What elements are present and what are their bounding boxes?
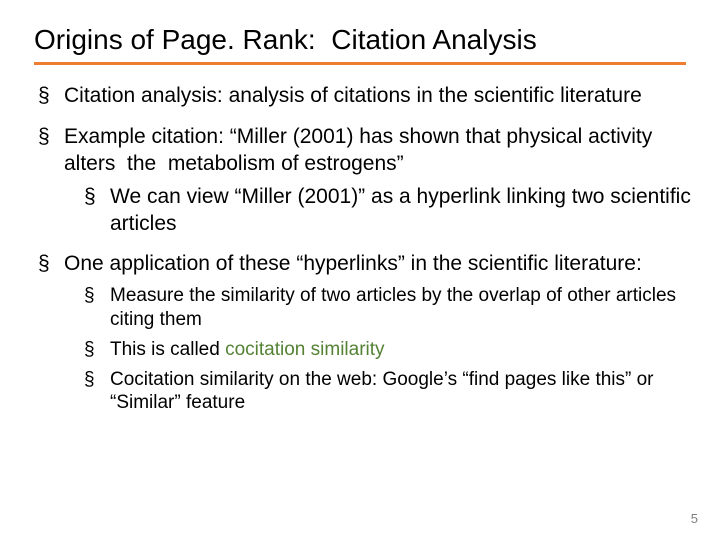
bullet-text: Citation analysis: analysis of citations…	[64, 84, 642, 107]
sub-bullet-text: We can view “Miller (2001)” as a hyperli…	[110, 185, 691, 235]
bullet-text: Example citation: “Miller (2001) has sho…	[64, 125, 652, 175]
bullet-item: One application of these “hyperlinks” in…	[38, 251, 692, 415]
page-number: 5	[691, 511, 698, 526]
bullet-text: One application of these “hyperlinks” in…	[64, 252, 642, 275]
bullet-list: Citation analysis: analysis of citations…	[28, 83, 692, 415]
bullet-item: Example citation: “Miller (2001) has sho…	[38, 124, 692, 238]
bullet-item: Citation analysis: analysis of citations…	[38, 83, 692, 110]
sub-bullet-item: Cocitation similarity on the web: Google…	[84, 368, 692, 416]
slide-container: Origins of Page. Rank: Citation Analysis…	[0, 0, 720, 540]
sub-bullet-text: Cocitation similarity on the web: Google…	[110, 369, 654, 414]
sub-bullet-text: Measure the similarity of two articles b…	[110, 285, 676, 330]
slide-title: Origins of Page. Rank: Citation Analysis	[34, 24, 686, 65]
sub-bullet-text: This is called	[110, 339, 225, 360]
sub-bullet-list: Measure the similarity of two articles b…	[64, 284, 692, 415]
sub-bullet-item: Measure the similarity of two articles b…	[84, 284, 692, 332]
sub-bullet-item: We can view “Miller (2001)” as a hyperli…	[84, 184, 692, 238]
sub-bullet-item: This is called cocitation similarity	[84, 338, 692, 362]
sub-bullet-list: We can view “Miller (2001)” as a hyperli…	[64, 184, 692, 238]
highlight-text: cocitation similarity	[225, 339, 384, 360]
